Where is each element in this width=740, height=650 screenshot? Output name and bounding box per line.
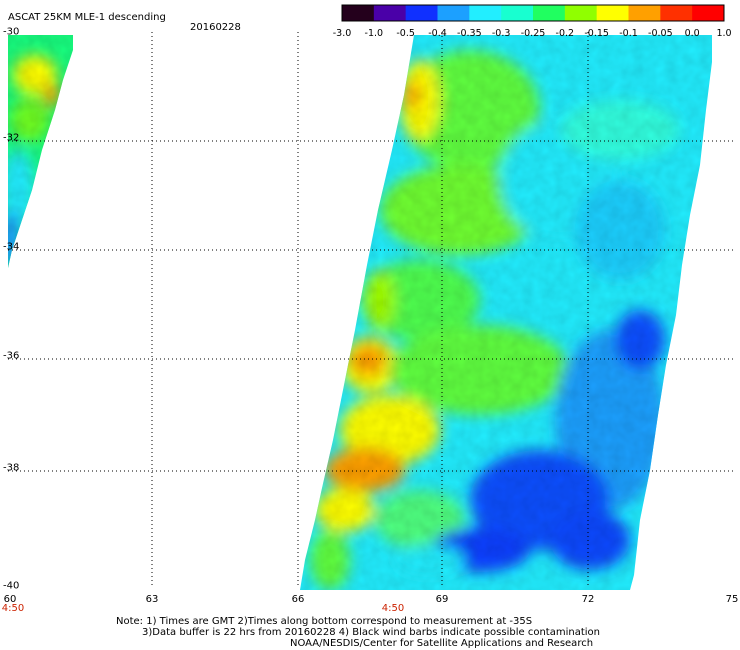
footnote-line-1: Note: 1) Times are GMT 2)Times along bot… [116, 616, 533, 627]
lon-label: 63 [145, 594, 159, 605]
lat-label: -36 [3, 350, 20, 362]
colorbar-swatch [533, 5, 566, 21]
colorbar-label: -0.2 [555, 28, 575, 39]
colorbar-label: -0.5 [396, 28, 415, 39]
colorbar-label: -3.0 [332, 28, 352, 39]
chart-title: ASCAT 25KM MLE-1 descending [8, 12, 166, 23]
lat-label: -34 [3, 241, 20, 253]
lat-label: -30 [3, 26, 20, 38]
colorbar-swatch [596, 5, 629, 21]
lat-label: -38 [3, 462, 20, 474]
graticule [8, 32, 733, 588]
colorbar-label: -0.05 [648, 28, 673, 39]
colorbar-swatch [628, 5, 661, 21]
colorbar-label: -0.1 [619, 28, 638, 39]
colorbar [341, 4, 725, 22]
time-label: 4:50 [381, 603, 405, 614]
lat-label: -40 [3, 580, 20, 592]
colorbar-swatch [692, 5, 725, 21]
footnote-line-3: NOAA/NESDIS/Center for Satellite Applica… [290, 638, 594, 649]
lon-label: 72 [581, 594, 595, 605]
colorbar-swatch [501, 5, 534, 21]
lon-label: 60 [3, 594, 17, 605]
chart-date: 20160228 [190, 22, 241, 33]
colorbar-swatch [660, 5, 693, 21]
colorbar-border [341, 4, 725, 22]
left-swath [8, 35, 73, 268]
lon-label: 75 [725, 594, 739, 605]
colorbar-label: -0.25 [520, 28, 546, 39]
main-swath [300, 35, 712, 590]
colorbar-swatch [373, 5, 407, 21]
colorbar-swatch [469, 5, 502, 21]
colorbar-label: -0.3 [491, 28, 511, 39]
colorbar-label: -0.35 [457, 28, 482, 39]
colorbar-swatch [342, 5, 375, 21]
footnote-line-2: 3)Data buffer is 22 hrs from 20160228 4)… [142, 627, 600, 638]
lat-label: -32 [3, 132, 20, 144]
lon-label: 69 [435, 594, 449, 605]
colorbar-label: -0.15 [584, 28, 609, 39]
lon-label: 66 [291, 594, 305, 605]
colorbar-swatch [564, 5, 598, 21]
colorbar-label: -0.4 [428, 28, 447, 39]
colorbar-swatch [405, 5, 438, 21]
colorbar-label: 0.0 [684, 28, 700, 39]
colorbar-label: 1.0 [716, 28, 732, 39]
colorbar-swatch [437, 5, 470, 21]
time-label: 4:50 [1, 603, 25, 614]
colorbar-label: -1.0 [364, 28, 384, 39]
